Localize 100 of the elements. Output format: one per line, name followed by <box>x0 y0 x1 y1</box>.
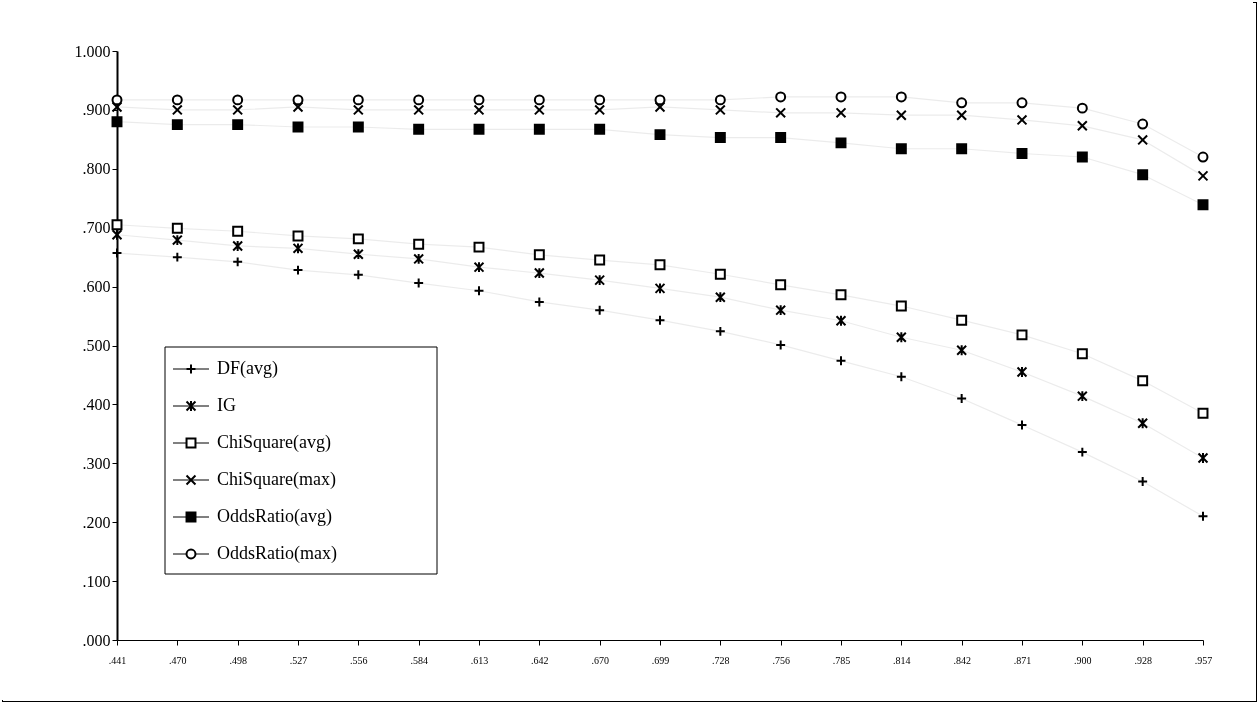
point <box>895 143 907 155</box>
x-tick-label: .613 <box>470 654 489 666</box>
point <box>654 259 666 271</box>
point <box>594 123 606 135</box>
point <box>654 282 666 295</box>
legend-label: ChiSquare(avg) <box>217 432 331 453</box>
x-tick-label: .957 <box>1194 654 1213 666</box>
legend-label: IG <box>217 395 236 415</box>
point <box>171 119 183 131</box>
y-tick-label: .400 <box>82 395 111 413</box>
x-tick-label: .470 <box>169 654 187 666</box>
point <box>956 344 968 357</box>
point <box>232 240 244 252</box>
legend-label: OddsRatio(avg) <box>217 506 332 527</box>
point <box>714 291 726 304</box>
point <box>1016 329 1028 341</box>
point <box>171 104 183 116</box>
point <box>835 137 847 149</box>
point <box>1137 417 1149 430</box>
y-tick-label: 1.000 <box>74 42 111 60</box>
x-tick-label: .556 <box>350 654 368 666</box>
point <box>1137 134 1149 146</box>
point <box>1137 169 1149 181</box>
point <box>956 143 968 155</box>
x-tick-label: .728 <box>712 654 730 666</box>
x-tick-label: .670 <box>591 654 609 666</box>
point <box>413 123 425 135</box>
point <box>171 234 183 246</box>
point <box>835 314 847 327</box>
y-tick-label: .900 <box>82 101 111 119</box>
point <box>895 300 907 312</box>
y-tick-label: .200 <box>82 513 111 531</box>
legend-label: DF(avg) <box>217 358 278 379</box>
point <box>1197 170 1209 182</box>
point <box>352 248 364 261</box>
legend-label: ChiSquare(max) <box>217 469 336 490</box>
point <box>473 123 485 135</box>
x-tick-label: .699 <box>651 654 670 666</box>
point <box>1137 118 1149 130</box>
point <box>1076 102 1088 114</box>
point <box>594 104 606 116</box>
point <box>1197 407 1209 419</box>
point <box>835 107 847 119</box>
point <box>232 119 244 131</box>
point <box>292 101 304 113</box>
point <box>1016 97 1028 109</box>
legend-label: OddsRatio(max) <box>217 543 337 564</box>
point <box>413 94 425 106</box>
x-tick-label: .527 <box>289 654 308 666</box>
point <box>775 91 787 103</box>
point <box>413 104 425 116</box>
point <box>473 104 485 116</box>
point <box>292 94 304 106</box>
point <box>654 94 666 106</box>
x-tick-label: .642 <box>531 654 549 666</box>
point <box>1197 151 1209 163</box>
y-tick-label: .300 <box>82 454 111 472</box>
point <box>594 94 606 106</box>
point <box>775 304 787 317</box>
point <box>1076 348 1088 360</box>
point <box>473 261 485 274</box>
point <box>835 289 847 301</box>
point <box>1016 148 1028 159</box>
point <box>111 116 123 128</box>
point <box>232 104 244 116</box>
x-tick-label: .584 <box>410 654 428 666</box>
x-tick-label: .441 <box>108 654 127 666</box>
point <box>1076 151 1088 163</box>
point <box>352 233 364 245</box>
point <box>956 97 968 109</box>
point <box>533 249 545 261</box>
point <box>1076 390 1088 403</box>
point <box>352 121 364 133</box>
point <box>413 238 425 250</box>
y-tick-label: .600 <box>82 278 111 296</box>
point <box>171 222 183 234</box>
y-tick-label: .800 <box>82 160 111 178</box>
point <box>714 268 726 280</box>
point <box>232 94 244 106</box>
point <box>775 279 787 291</box>
y-tick-label: .500 <box>82 337 111 354</box>
point <box>1016 114 1028 126</box>
point <box>654 129 666 141</box>
point <box>895 109 907 121</box>
point <box>775 132 787 144</box>
y-tick-label: .000 <box>82 631 111 649</box>
point <box>111 101 123 113</box>
point <box>895 91 907 103</box>
point <box>1016 366 1028 378</box>
point <box>111 94 123 106</box>
point <box>171 94 183 106</box>
point <box>835 91 847 103</box>
point <box>714 94 726 106</box>
point <box>473 241 485 253</box>
point <box>292 230 304 242</box>
x-tick-label: .498 <box>229 654 247 666</box>
point <box>714 132 726 144</box>
point <box>352 104 364 116</box>
point <box>292 242 304 255</box>
point <box>1197 199 1209 211</box>
